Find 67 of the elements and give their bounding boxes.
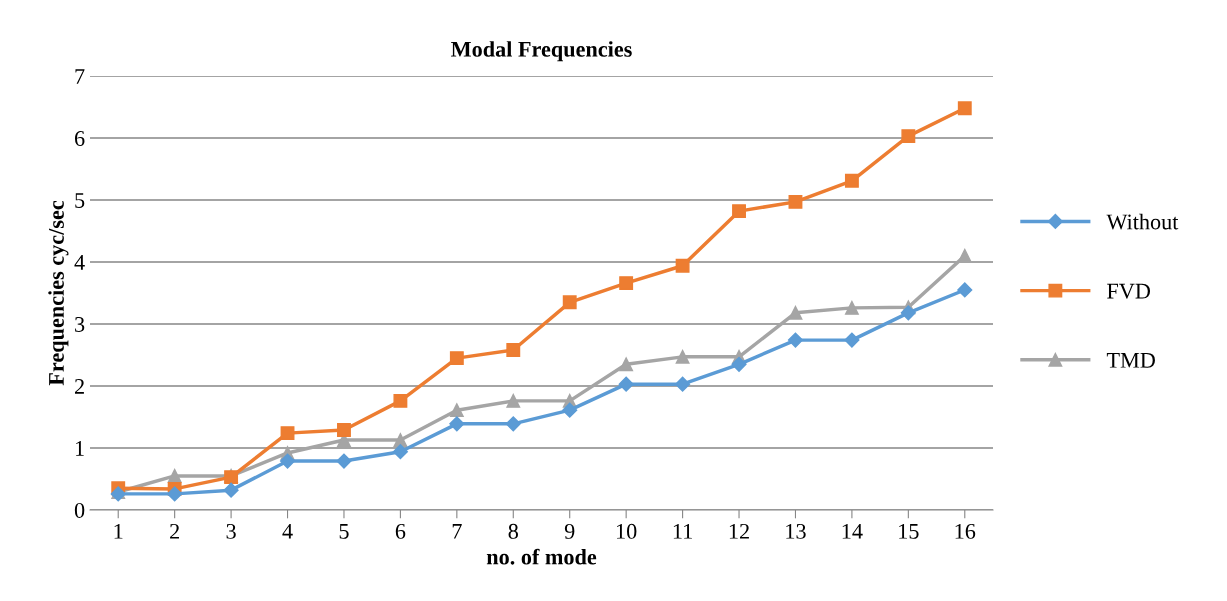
point bbox=[562, 402, 578, 418]
y-tick-label: 2 bbox=[75, 378, 84, 394]
y-tick-label: 6 bbox=[74, 130, 85, 146]
point bbox=[449, 351, 464, 366]
point bbox=[167, 468, 182, 483]
legend-label: FVD bbox=[1107, 283, 1151, 299]
point bbox=[619, 357, 634, 372]
legend-label: TMD bbox=[1106, 353, 1155, 368]
x-axis-title: no. of mode bbox=[486, 548, 597, 565]
point bbox=[392, 444, 408, 460]
x-tick-label: 2 bbox=[170, 523, 179, 539]
point bbox=[731, 356, 747, 372]
x-tick-label: 6 bbox=[395, 523, 406, 539]
point bbox=[449, 403, 464, 418]
point bbox=[393, 393, 408, 408]
point bbox=[844, 300, 859, 315]
point bbox=[506, 393, 521, 408]
point bbox=[449, 416, 465, 432]
point bbox=[336, 453, 352, 469]
point bbox=[223, 482, 239, 498]
point bbox=[675, 349, 690, 364]
point bbox=[675, 258, 690, 273]
x-tick-label: 8 bbox=[508, 523, 518, 539]
chart-title: Modal Frequencies bbox=[451, 41, 632, 62]
point bbox=[844, 332, 860, 348]
x-tick-label: 12 bbox=[729, 523, 749, 539]
point bbox=[788, 305, 803, 320]
point bbox=[788, 194, 803, 209]
y-tick-label: 4 bbox=[74, 255, 85, 270]
y-tick-label: 3 bbox=[75, 316, 85, 332]
x-tick-label: 15 bbox=[899, 523, 919, 539]
x-tick-label: 16 bbox=[955, 523, 976, 539]
point bbox=[957, 282, 973, 298]
point bbox=[787, 332, 804, 348]
x-tick-label: 10 bbox=[617, 523, 637, 539]
x-tick-label: 4 bbox=[282, 523, 293, 539]
point bbox=[505, 416, 521, 432]
x-tick-label: 14 bbox=[842, 523, 863, 539]
point bbox=[957, 101, 972, 116]
point bbox=[844, 173, 859, 188]
x-tick-label: 7 bbox=[452, 524, 462, 539]
point bbox=[279, 453, 296, 469]
point bbox=[280, 426, 295, 441]
y-tick-label: 0 bbox=[74, 502, 85, 518]
x-tick-label: 5 bbox=[339, 524, 349, 539]
point bbox=[618, 376, 634, 392]
point bbox=[675, 376, 691, 392]
x-tick-label: 13 bbox=[786, 523, 806, 539]
x-tick-label: 1 bbox=[114, 523, 123, 539]
point bbox=[900, 305, 916, 321]
x-tick-label: 9 bbox=[564, 523, 575, 539]
y-tick-label: 1 bbox=[75, 441, 84, 456]
legend-label: Without bbox=[1106, 213, 1179, 230]
point bbox=[732, 204, 746, 219]
point bbox=[506, 343, 521, 357]
point bbox=[337, 423, 351, 437]
y-axis-title: Frequencies cyc/sec bbox=[48, 200, 69, 386]
point bbox=[562, 295, 577, 310]
x-tick-label: 3 bbox=[226, 523, 236, 539]
point bbox=[393, 432, 408, 447]
y-tick-label: 5 bbox=[75, 193, 85, 208]
point bbox=[619, 276, 634, 291]
point bbox=[901, 129, 916, 144]
point bbox=[167, 486, 183, 502]
x-tick-label: 11 bbox=[673, 523, 692, 539]
y-tick-label: 7 bbox=[75, 69, 85, 84]
point bbox=[957, 248, 972, 263]
